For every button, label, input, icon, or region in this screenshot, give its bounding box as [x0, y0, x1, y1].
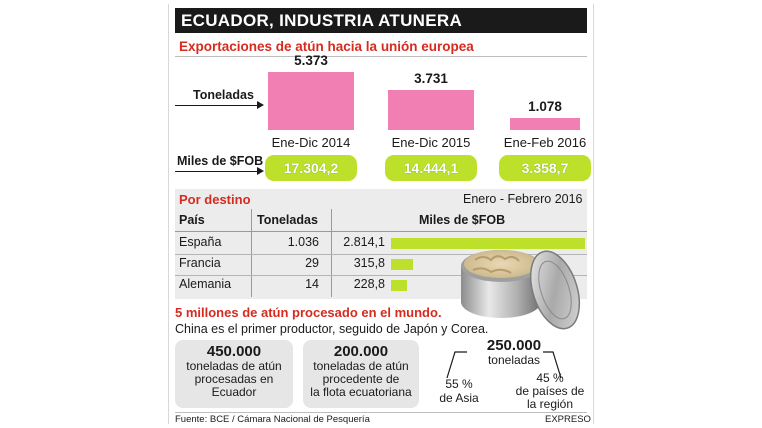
export-bar — [510, 118, 580, 130]
category-label: Ene-Dic 2014 — [271, 135, 351, 150]
tuna-can-icon — [461, 250, 581, 330]
ecuador-processed-box: 450.000 toneladas de atún procesadas en … — [175, 340, 293, 408]
credit: EXPRESO — [545, 414, 591, 425]
col-tons: Toneladas — [257, 213, 318, 227]
row-rule — [175, 275, 587, 276]
fob-row-label: Miles de $FOB — [177, 154, 264, 168]
asia-share: 55 % de Asia — [431, 377, 487, 405]
exports-heading: Exportaciones de atún hacia la unión eur… — [179, 39, 474, 54]
table-cell-fob: 315,8 — [353, 256, 385, 270]
category-label: Ene-Feb 2016 — [503, 135, 587, 150]
table-col-rule — [251, 209, 252, 297]
fob-arrow-line — [175, 171, 259, 172]
table-cell-fob: 228,8 — [353, 277, 385, 291]
row-rule — [175, 254, 587, 255]
fob-value-pill: 14.444,1 — [385, 155, 477, 181]
export-bar — [268, 72, 354, 130]
asia-label: de Asia — [439, 391, 479, 405]
box-text: toneladas de atún — [186, 359, 282, 373]
page-title: ECUADOR, INDUSTRIA ATUNERA — [175, 8, 587, 33]
region-label: la región — [526, 397, 574, 411]
table-cell-tons: 1.036 — [287, 235, 319, 249]
arrow-right-icon — [257, 167, 264, 175]
bar-value-label: 3.731 — [414, 71, 448, 86]
split-unit: toneladas — [487, 353, 541, 367]
split-bracket — [446, 351, 562, 379]
divider — [175, 56, 587, 57]
table-cell-country: Francia — [179, 256, 221, 270]
destination-period: Enero - Febrero 2016 — [463, 192, 583, 206]
fob-bar — [391, 280, 407, 291]
table-cell-tons: 29 — [305, 256, 319, 270]
box-text: Ecuador — [211, 385, 257, 399]
split-number: 250.000 — [486, 337, 542, 354]
world-heading: 5 millones de atún procesado en el mundo… — [175, 305, 442, 320]
box-text: toneladas de atún — [313, 359, 409, 373]
arrow-right-icon — [257, 101, 264, 109]
table-cell-tons: 14 — [305, 277, 319, 291]
region-pct: 45 % — [536, 371, 564, 385]
tons-arrow-line — [175, 105, 259, 106]
col-fob: Miles de $FOB — [419, 213, 506, 227]
table-cell-fob: 2.814,1 — [343, 235, 385, 249]
bar-value-label: 1.078 — [528, 99, 562, 114]
destination-heading: Por destino — [179, 192, 251, 207]
table-cell-country: Alemania — [179, 277, 232, 291]
fob-bar — [391, 238, 585, 249]
col-country: País — [179, 213, 205, 227]
box-text: la flota ecuatoriana — [310, 385, 412, 399]
table-header-rule — [175, 231, 587, 232]
box-text: procedente de — [322, 372, 400, 386]
infographic: ECUADOR, INDUSTRIA ATUNERA Exportaciones… — [168, 4, 594, 425]
bar-value-label: 5.373 — [294, 53, 328, 68]
footer-rule — [175, 412, 587, 413]
table-cell-country: España — [179, 235, 222, 249]
export-bar — [388, 90, 474, 130]
ecuador-processed-number: 450.000 — [206, 343, 262, 360]
tons-row-label: Toneladas — [193, 88, 254, 102]
fob-value-pill: 17.304,2 — [265, 155, 357, 181]
fob-value-pill: 3.358,7 — [499, 155, 591, 181]
asia-pct: 55 % — [445, 377, 473, 391]
box-text: procesadas en — [194, 372, 274, 386]
source-note: Fuente: BCE / Cámara Nacional de Pesquer… — [175, 414, 370, 425]
region-label: de países de — [515, 384, 585, 398]
fleet-number: 200.000 — [333, 343, 389, 360]
category-label: Ene-Dic 2015 — [391, 135, 471, 150]
region-share: 45 % de países de la región — [509, 372, 591, 411]
world-subheading: China es el primer productor, seguido de… — [175, 322, 489, 336]
fob-bar — [391, 259, 413, 270]
fleet-box: 200.000 toneladas de atún procedente de … — [303, 340, 419, 408]
table-col-rule — [331, 209, 332, 297]
